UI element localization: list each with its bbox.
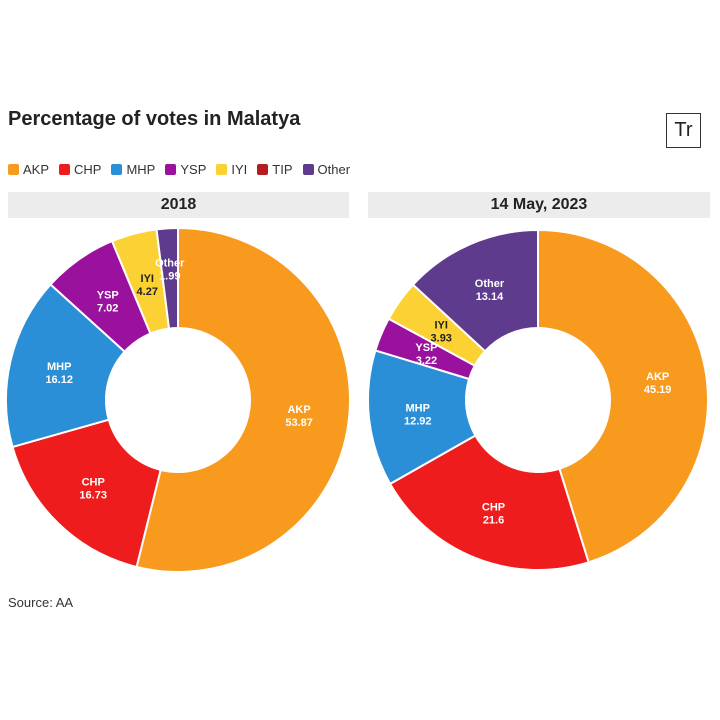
legend-label: TIP	[272, 162, 293, 177]
segment-label-akp: AKP	[646, 371, 669, 383]
legend: AKP CHP MHP YSP IYI TIP Other	[8, 162, 350, 177]
segment-label-akp: AKP	[287, 404, 310, 416]
legend-label: YSP	[180, 162, 207, 177]
legend-item-akp: AKP	[8, 162, 49, 177]
donut-segment-akp	[135, 226, 351, 573]
segment-value-akp: 53.87	[285, 417, 313, 429]
segment-value-mhp: 12.92	[404, 415, 432, 427]
legend-swatch	[257, 164, 269, 175]
legend-swatch	[8, 164, 19, 175]
segment-label-other: Other	[155, 257, 185, 269]
donut-segment-other	[155, 226, 179, 330]
segment-value-mhp: 16.12	[45, 374, 73, 386]
segment-label-chp: CHP	[482, 502, 505, 514]
donut-segment-chp	[388, 434, 590, 571]
segment-value-akp: 45.19	[644, 384, 672, 396]
legend-item-chp: CHP	[59, 162, 101, 177]
legend-item-iyi: IYI	[216, 162, 247, 177]
segment-value-ysp: 7.02	[97, 302, 118, 314]
segment-value-chp: 16.73	[79, 490, 107, 502]
legend-swatch	[111, 164, 123, 175]
segment-value-ysp: 3.22	[416, 355, 437, 367]
segment-label-iyi: IYI	[435, 320, 448, 332]
segment-value-other: 13.14	[476, 291, 504, 303]
segment-label-iyi: IYI	[141, 273, 154, 285]
segment-label-mhp: MHP	[47, 361, 71, 373]
legend-item-mhp: MHP	[111, 162, 155, 177]
donut-segment-chp	[11, 418, 162, 569]
segment-label-ysp: YSP	[415, 342, 437, 354]
legend-label: CHP	[74, 162, 102, 177]
legend-swatch	[216, 164, 228, 175]
chart-title: Percentage of votes in Malatya	[8, 108, 301, 130]
legend-item-other: Other	[302, 162, 351, 177]
segment-value-iyi: 3.93	[431, 333, 452, 345]
legend-label: AKP	[23, 162, 50, 177]
segment-label-mhp: MHP	[406, 402, 430, 414]
legend-item-ysp: YSP	[165, 162, 206, 177]
segment-value-chp: 21.6	[483, 515, 504, 527]
donut-segment-akp	[537, 228, 709, 564]
segment-value-iyi: 4.27	[137, 286, 158, 298]
legend-label: MHP	[126, 162, 156, 177]
segment-label-chp: CHP	[82, 477, 105, 489]
legend-swatch	[302, 164, 314, 175]
legend-label: Other	[317, 162, 351, 177]
segment-label-ysp: YSP	[97, 289, 119, 301]
panel-title-2018: 2018	[8, 192, 349, 218]
legend-item-tip: TIP	[257, 162, 293, 177]
segment-value-other: 1.99	[159, 270, 180, 282]
source-note: Source: AA	[8, 595, 74, 610]
legend-swatch	[165, 164, 177, 175]
publisher-logo: Tr	[666, 113, 701, 148]
legend-label: IYI	[231, 162, 248, 177]
legend-swatch	[59, 164, 71, 175]
panel-title-2023: 14 May, 2023	[368, 192, 710, 218]
segment-label-other: Other	[475, 278, 505, 290]
donut-segment-other	[411, 228, 539, 353]
